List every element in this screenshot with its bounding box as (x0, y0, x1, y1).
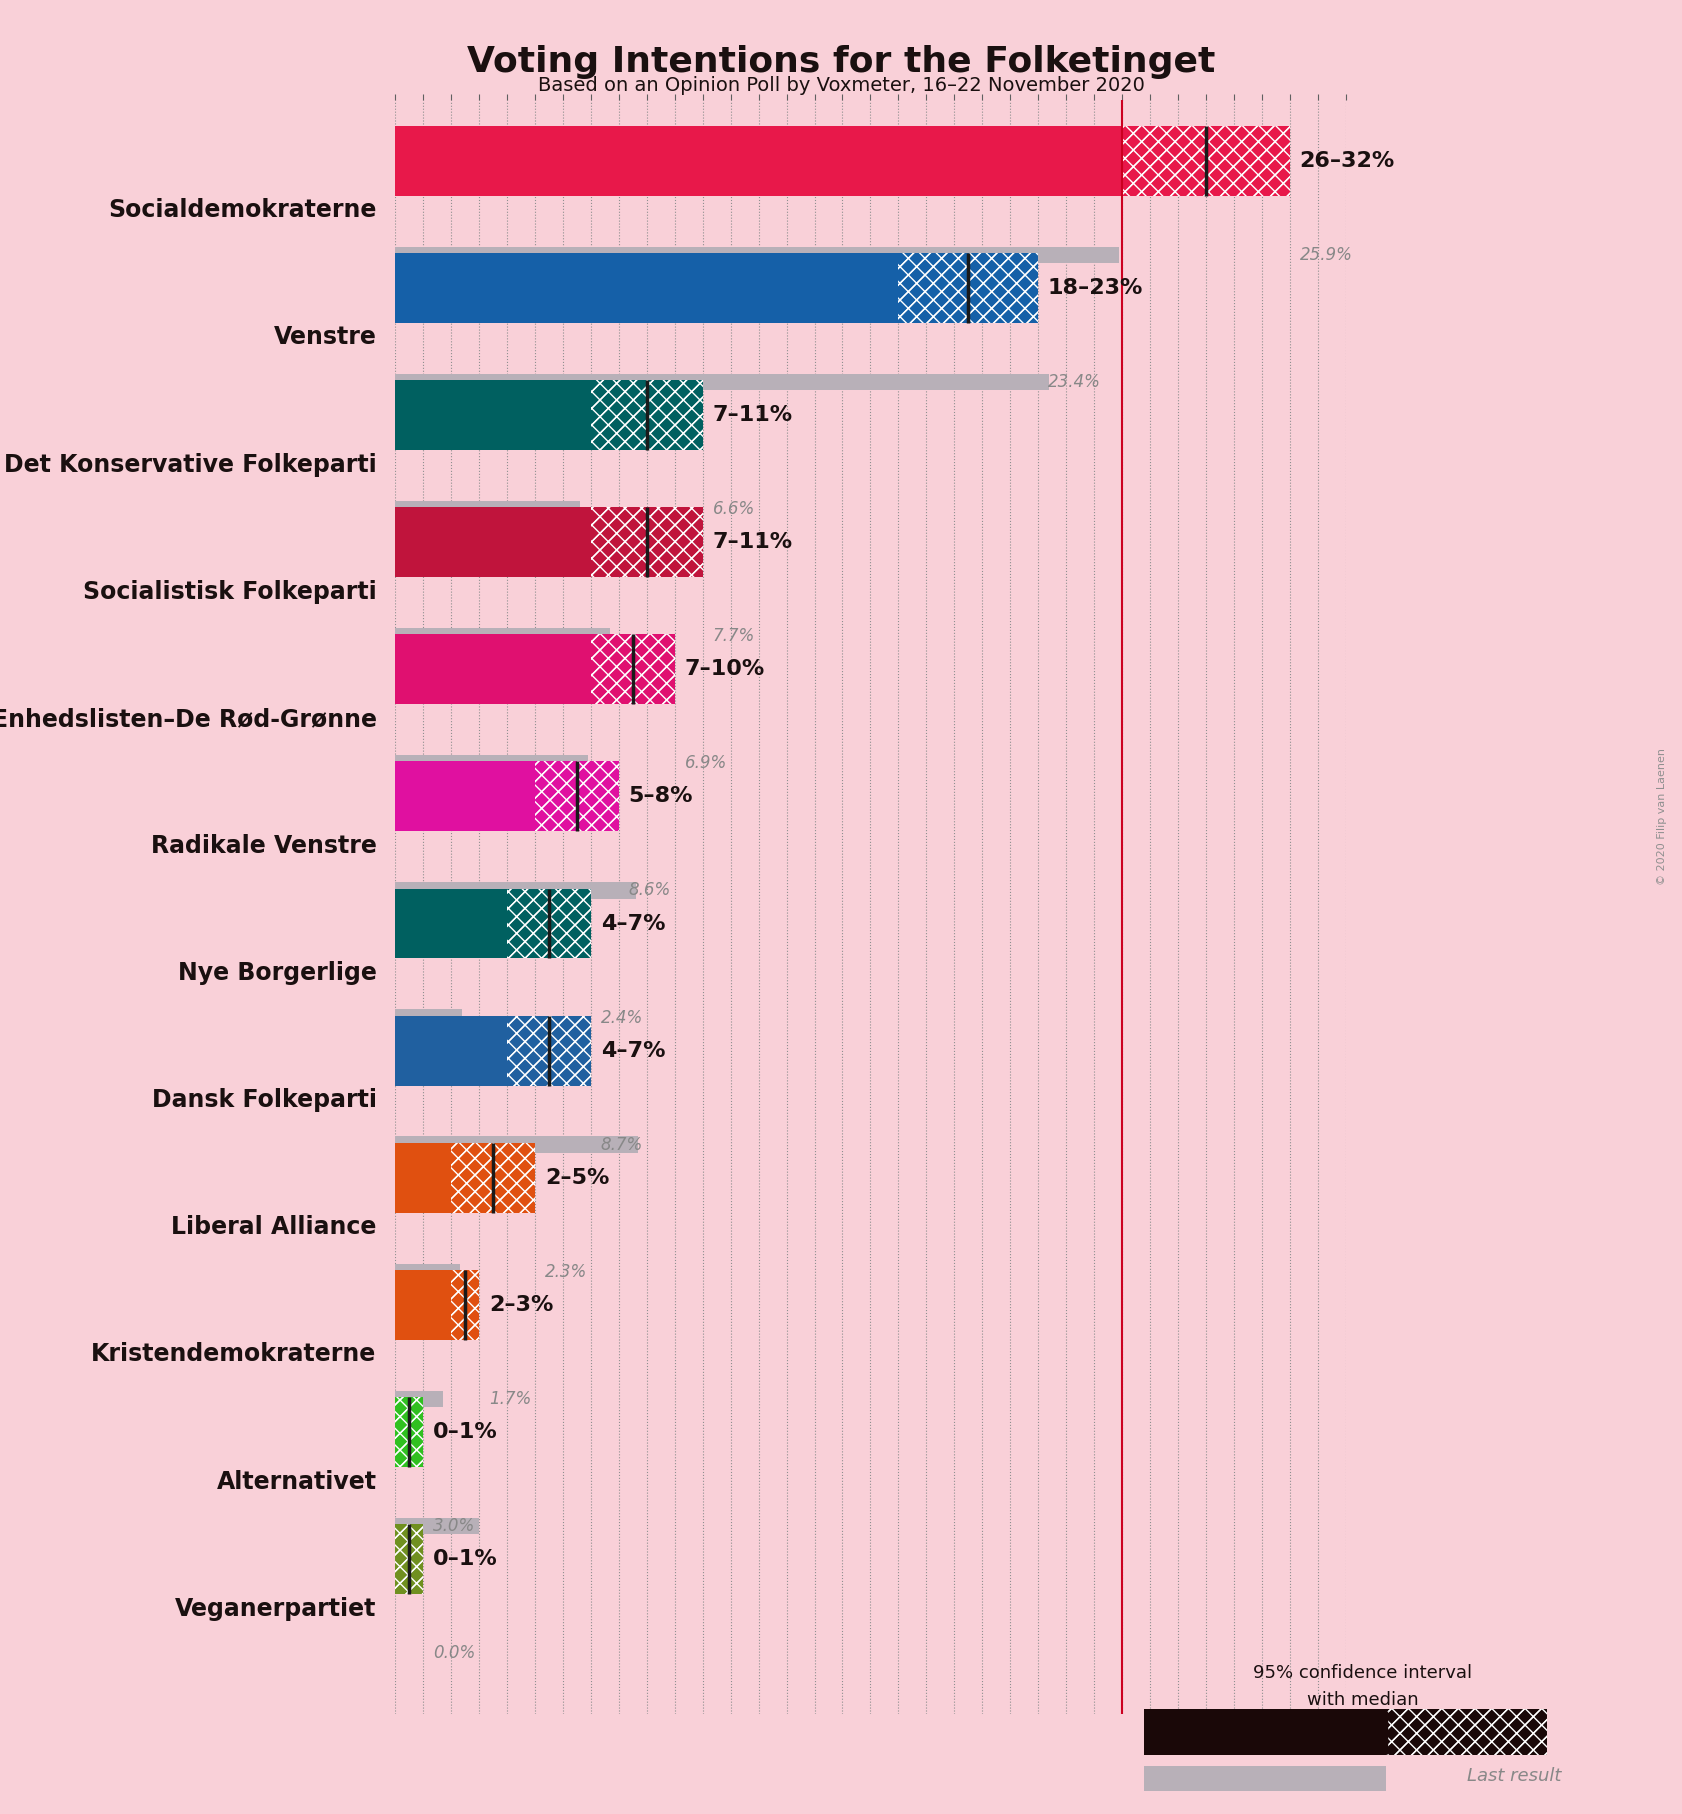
Text: 3.0%: 3.0% (432, 1517, 476, 1535)
Bar (395, 1264, 459, 1281)
Bar (395, 889, 506, 958)
Text: Based on an Opinion Poll by Voxmeter, 16–22 November 2020: Based on an Opinion Poll by Voxmeter, 16… (538, 76, 1144, 94)
Bar (395, 1270, 451, 1341)
Bar (451, 1143, 535, 1214)
Bar (506, 1016, 590, 1085)
Bar (395, 501, 580, 517)
Text: 0–1%: 0–1% (432, 1549, 498, 1569)
Text: 7–10%: 7–10% (685, 658, 765, 678)
Bar (1122, 125, 1290, 196)
Bar (395, 1397, 424, 1468)
Bar (898, 252, 1038, 323)
Bar (451, 1143, 535, 1214)
Bar (395, 1397, 424, 1468)
Text: 26–32%: 26–32% (1300, 151, 1394, 171)
Bar (898, 252, 1038, 323)
Bar (395, 247, 1119, 263)
Bar (590, 381, 703, 450)
Bar (395, 1016, 506, 1085)
Bar (590, 635, 674, 704)
Text: 25.9%: 25.9% (1300, 247, 1352, 263)
Bar (451, 1270, 479, 1341)
Bar (590, 635, 674, 704)
Bar (395, 508, 590, 577)
Bar (395, 1143, 451, 1214)
Text: 2–5%: 2–5% (545, 1168, 609, 1188)
Bar (1386, 1709, 1547, 1756)
Bar (506, 1016, 590, 1085)
Bar (395, 1397, 424, 1468)
Bar (395, 755, 589, 771)
Bar (395, 1518, 479, 1535)
Text: 7–11%: 7–11% (713, 405, 792, 424)
Text: 1.7%: 1.7% (489, 1390, 532, 1408)
Bar (395, 252, 898, 323)
Text: 8.6%: 8.6% (629, 882, 671, 900)
Bar (506, 889, 590, 958)
Text: 6.6%: 6.6% (713, 501, 755, 519)
Bar (1386, 1709, 1547, 1756)
Bar (590, 635, 674, 704)
Bar (395, 374, 1050, 390)
Text: 7–11%: 7–11% (713, 532, 792, 551)
Bar (506, 889, 590, 958)
Text: 0.0%: 0.0% (432, 1643, 476, 1662)
Bar (395, 635, 590, 704)
Bar (451, 1143, 535, 1214)
Bar (1386, 1709, 1547, 1756)
Bar (395, 882, 636, 898)
Text: © 2020 Filip van Laenen: © 2020 Filip van Laenen (1657, 747, 1667, 885)
Text: 0–1%: 0–1% (432, 1422, 498, 1442)
Text: Voting Intentions for the Folketinget: Voting Intentions for the Folketinget (468, 45, 1214, 80)
Bar (1144, 1709, 1386, 1756)
Bar (395, 1009, 463, 1027)
Text: 23.4%: 23.4% (1048, 374, 1100, 392)
Text: with median: with median (1307, 1691, 1418, 1709)
Bar (395, 1391, 442, 1408)
Bar (535, 762, 619, 831)
Bar (1144, 1767, 1386, 1790)
Bar (535, 762, 619, 831)
Bar (395, 628, 611, 644)
Bar (395, 125, 1122, 196)
Text: 5–8%: 5–8% (629, 787, 693, 807)
Bar (590, 508, 703, 577)
Bar (590, 381, 703, 450)
Bar (395, 762, 535, 831)
Bar (395, 1136, 639, 1154)
Text: 4–7%: 4–7% (600, 914, 664, 934)
Bar (506, 889, 590, 958)
Text: 2–3%: 2–3% (489, 1295, 553, 1315)
Bar (1122, 125, 1290, 196)
Bar (590, 381, 703, 450)
Bar (395, 381, 590, 450)
Bar (590, 508, 703, 577)
Bar (535, 762, 619, 831)
Text: 7.7%: 7.7% (713, 628, 755, 646)
Text: 2.4%: 2.4% (600, 1009, 643, 1027)
Text: 95% confidence interval: 95% confidence interval (1253, 1663, 1472, 1682)
Text: 18–23%: 18–23% (1048, 278, 1144, 297)
Bar (451, 1270, 479, 1341)
Bar (898, 252, 1038, 323)
Bar (395, 1524, 424, 1595)
Text: Last result: Last result (1467, 1767, 1561, 1785)
Bar (395, 1524, 424, 1595)
Bar (590, 508, 703, 577)
Bar (451, 1270, 479, 1341)
Bar (395, 1524, 424, 1595)
Text: 4–7%: 4–7% (600, 1041, 664, 1061)
Text: 8.7%: 8.7% (600, 1136, 643, 1154)
Text: 2.3%: 2.3% (545, 1263, 587, 1281)
Bar (506, 1016, 590, 1085)
Bar (1122, 125, 1290, 196)
Text: 6.9%: 6.9% (685, 755, 727, 773)
